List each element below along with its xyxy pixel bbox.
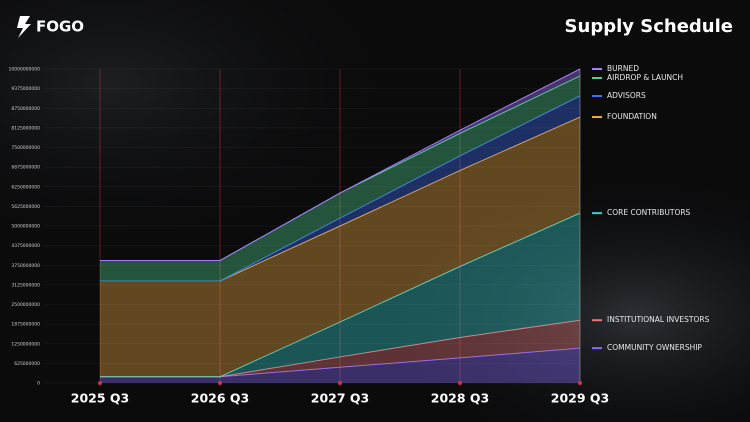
area — [100, 117, 580, 377]
category-dot — [458, 381, 462, 385]
y-tick-label: 8125000000 — [11, 125, 40, 131]
y-tick-label: 9375000000 — [11, 86, 40, 92]
area-edge — [100, 68, 581, 262]
y-tick-label: 6875000000 — [11, 165, 40, 171]
y-tick-label: 4375000000 — [11, 243, 40, 249]
area-edge — [100, 212, 581, 378]
x-tick-label: 2028 Q3 — [431, 391, 489, 406]
y-tick-label: 5625000000 — [11, 204, 40, 210]
legend-label: COMMUNITY OWNERSHIP — [607, 343, 702, 352]
y-tick-label: 6250000000 — [11, 184, 40, 190]
category-dot — [98, 381, 102, 385]
y-tick-label: 10000000000 — [9, 67, 41, 73]
legend-label: AIRDROP & LAUNCH — [607, 73, 683, 82]
x-tick-label: 2026 Q3 — [191, 391, 249, 406]
x-tick-label: 2029 Q3 — [551, 391, 609, 406]
y-tick-label: 1250000000 — [11, 341, 40, 347]
category-dot — [338, 381, 342, 385]
y-tick-label: 5000000000 — [11, 224, 40, 230]
brand: FOGO — [36, 18, 84, 36]
area — [100, 348, 580, 383]
area — [100, 213, 580, 377]
area — [100, 320, 580, 377]
category-dot — [578, 381, 582, 385]
category-dot — [218, 381, 222, 385]
legend-label: INSTITUTIONAL INVESTORS — [607, 315, 710, 324]
legend-label: ADVISORS — [607, 91, 646, 100]
logo-icon — [17, 16, 31, 38]
y-tick-label: 8750000000 — [11, 106, 40, 112]
legend-label: FOUNDATION — [607, 112, 657, 121]
area-edge — [100, 95, 581, 282]
y-tick-label: 7500000000 — [11, 145, 40, 151]
legend-label: BURNED — [607, 64, 639, 73]
y-tick-label: 0 — [37, 381, 40, 387]
y-tick-label: 3750000000 — [11, 263, 40, 269]
y-tick-label: 2500000000 — [11, 302, 40, 308]
y-tick-label: 1875000000 — [11, 322, 40, 328]
legend-label: CORE CONTRIBUTORS — [607, 208, 691, 217]
chart-title: Supply Schedule — [565, 16, 733, 37]
x-tick-label: 2025 Q3 — [71, 391, 129, 406]
y-tick-label: 3125000000 — [11, 282, 40, 288]
x-tick-label: 2027 Q3 — [311, 391, 369, 406]
y-tick-label: 625000000 — [14, 361, 40, 367]
